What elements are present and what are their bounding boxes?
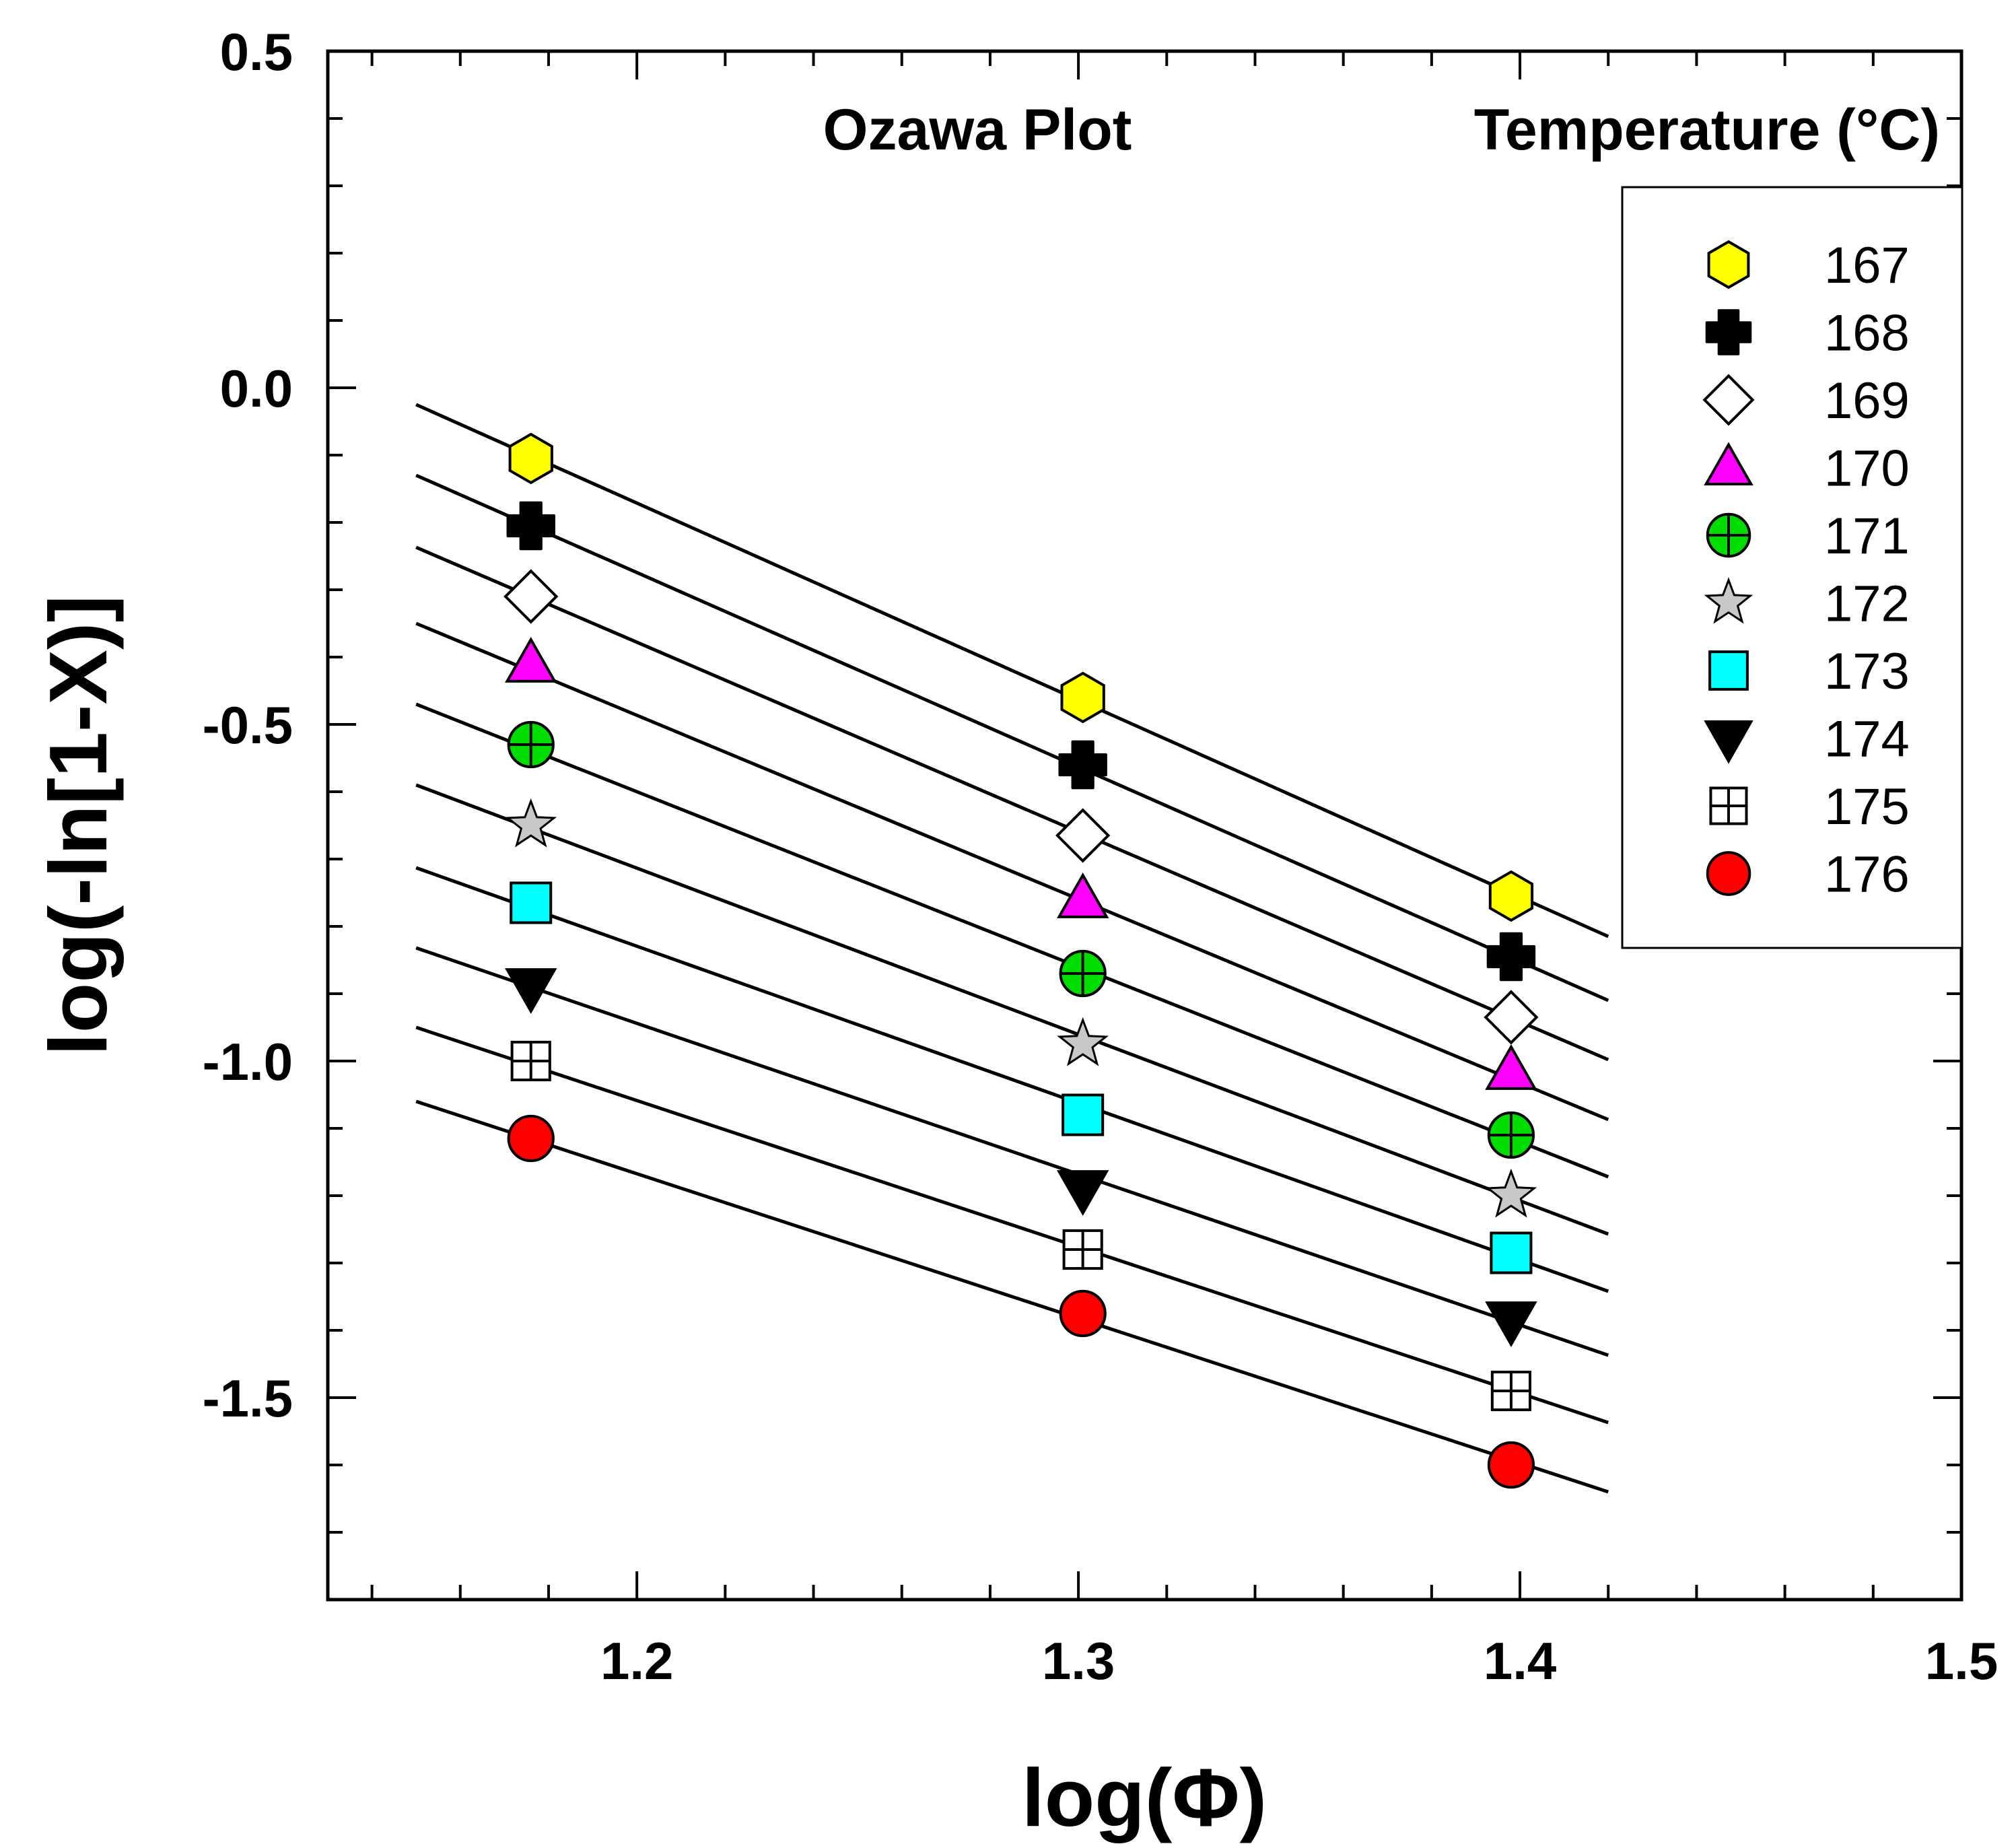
legend-label-176: 176	[1824, 846, 1910, 903]
marker-176-2	[1487, 1441, 1535, 1489]
axis-tick-labels: 1.2 1.3 1.4 1.5 0.5 0.0 -0.5 -1.0 -1.5	[203, 22, 1998, 1691]
x-axis-title: log(Φ)	[1022, 1752, 1267, 1843]
legend-item-176: 176	[1706, 846, 1910, 903]
fit-line-176	[415, 1099, 1609, 1494]
y-tick-label: 0.5	[220, 22, 293, 81]
legend-item-167: 167	[1707, 237, 1910, 294]
marker-170-2	[1485, 1044, 1537, 1090]
marker-168-0	[506, 501, 555, 551]
marker-169-2	[1484, 990, 1539, 1045]
legend-label-175: 175	[1824, 778, 1910, 835]
marker-174-2	[1485, 1301, 1537, 1348]
legend-item-170: 170	[1704, 440, 1910, 498]
marker-168-1	[1058, 740, 1107, 790]
legend-label-171: 171	[1824, 508, 1910, 565]
marker-172-2	[1485, 1168, 1537, 1218]
legend-marker-168	[1705, 309, 1752, 355]
x-tick-label: 1.3	[1042, 1631, 1115, 1691]
marker-175-2	[1490, 1370, 1532, 1412]
marker-172-0	[505, 798, 557, 848]
marker-176-1	[1059, 1289, 1107, 1338]
y-tick-label: -0.5	[203, 695, 293, 755]
legend-marker-169	[1702, 374, 1755, 426]
legend-box	[1621, 186, 1963, 949]
fit-line-175	[415, 1025, 1609, 1425]
fit-line-173	[415, 866, 1609, 1293]
legend-label-173: 173	[1824, 643, 1910, 700]
x-tick-label: 1.4	[1484, 1631, 1556, 1691]
fit-line-169	[415, 545, 1609, 1062]
y-tick-label: 0.0	[220, 359, 293, 418]
legend-item-168: 168	[1705, 305, 1910, 362]
chart-title: Ozawa Plot	[823, 98, 1132, 162]
marker-174-0	[505, 968, 557, 1015]
marker-169-1	[1055, 808, 1111, 863]
marker-167-2	[1488, 870, 1534, 922]
x-tick-label: 1.2	[600, 1631, 673, 1691]
legend-item-171: 171	[1706, 508, 1910, 565]
legend-marker-172	[1704, 577, 1753, 624]
fit-line-174	[415, 946, 1609, 1357]
fit-line-167	[415, 403, 1609, 938]
marker-173-1	[1062, 1093, 1105, 1136]
y-tick-label: -1.0	[203, 1032, 293, 1091]
legend-title: Temperature (°C)	[1474, 98, 1940, 162]
legend-item-174: 174	[1704, 711, 1910, 768]
legend-label-170: 170	[1824, 440, 1910, 498]
legend-label-168: 168	[1824, 305, 1910, 362]
legend-marker-175	[1709, 786, 1748, 825]
legend-marker-174	[1704, 720, 1753, 764]
legend: 167 168 169 170 171 172 173 174 175 176	[1621, 186, 1963, 949]
y-tick-label: -1.5	[203, 1369, 293, 1428]
fit-line-172	[415, 783, 1609, 1236]
legend-item-173: 173	[1708, 643, 1910, 700]
legend-item-175: 175	[1709, 778, 1910, 835]
legend-label-174: 174	[1824, 711, 1910, 768]
marker-171-2	[1487, 1111, 1535, 1159]
legend-marker-167	[1707, 240, 1750, 289]
marker-175-1	[1062, 1229, 1103, 1270]
marker-168-2	[1486, 932, 1536, 982]
marker-173-0	[510, 881, 553, 924]
x-tick-label: 1.5	[1925, 1631, 1998, 1691]
legend-label-167: 167	[1824, 237, 1910, 294]
legend-label-172: 172	[1824, 576, 1910, 633]
marker-170-0	[505, 636, 557, 683]
fit-line-168	[415, 473, 1609, 1002]
fit-line-170	[415, 621, 1609, 1122]
marker-173-2	[1490, 1231, 1533, 1274]
marker-176-0	[507, 1114, 555, 1163]
fit-lines	[415, 403, 1609, 1494]
marker-169-0	[503, 569, 559, 624]
y-axis-title: log(-ln[1-X)]	[32, 595, 124, 1056]
legend-marker-176	[1706, 851, 1751, 896]
legend-marker-171	[1706, 512, 1751, 558]
marker-175-0	[510, 1040, 551, 1082]
legend-item-169: 169	[1702, 372, 1910, 430]
legend-marker-170	[1704, 442, 1753, 485]
marker-167-1	[1060, 671, 1105, 724]
legend-item-172: 172	[1704, 576, 1910, 633]
marker-170-1	[1056, 872, 1109, 918]
marker-174-1	[1056, 1170, 1109, 1217]
marker-167-0	[508, 432, 553, 485]
legend-marker-173	[1708, 650, 1749, 691]
fit-line-171	[415, 702, 1609, 1179]
marker-172-1	[1057, 1017, 1109, 1066]
legend-label-169: 169	[1824, 372, 1910, 430]
marker-171-1	[1059, 949, 1107, 998]
data-markers	[503, 432, 1539, 1489]
marker-171-0	[507, 720, 555, 769]
